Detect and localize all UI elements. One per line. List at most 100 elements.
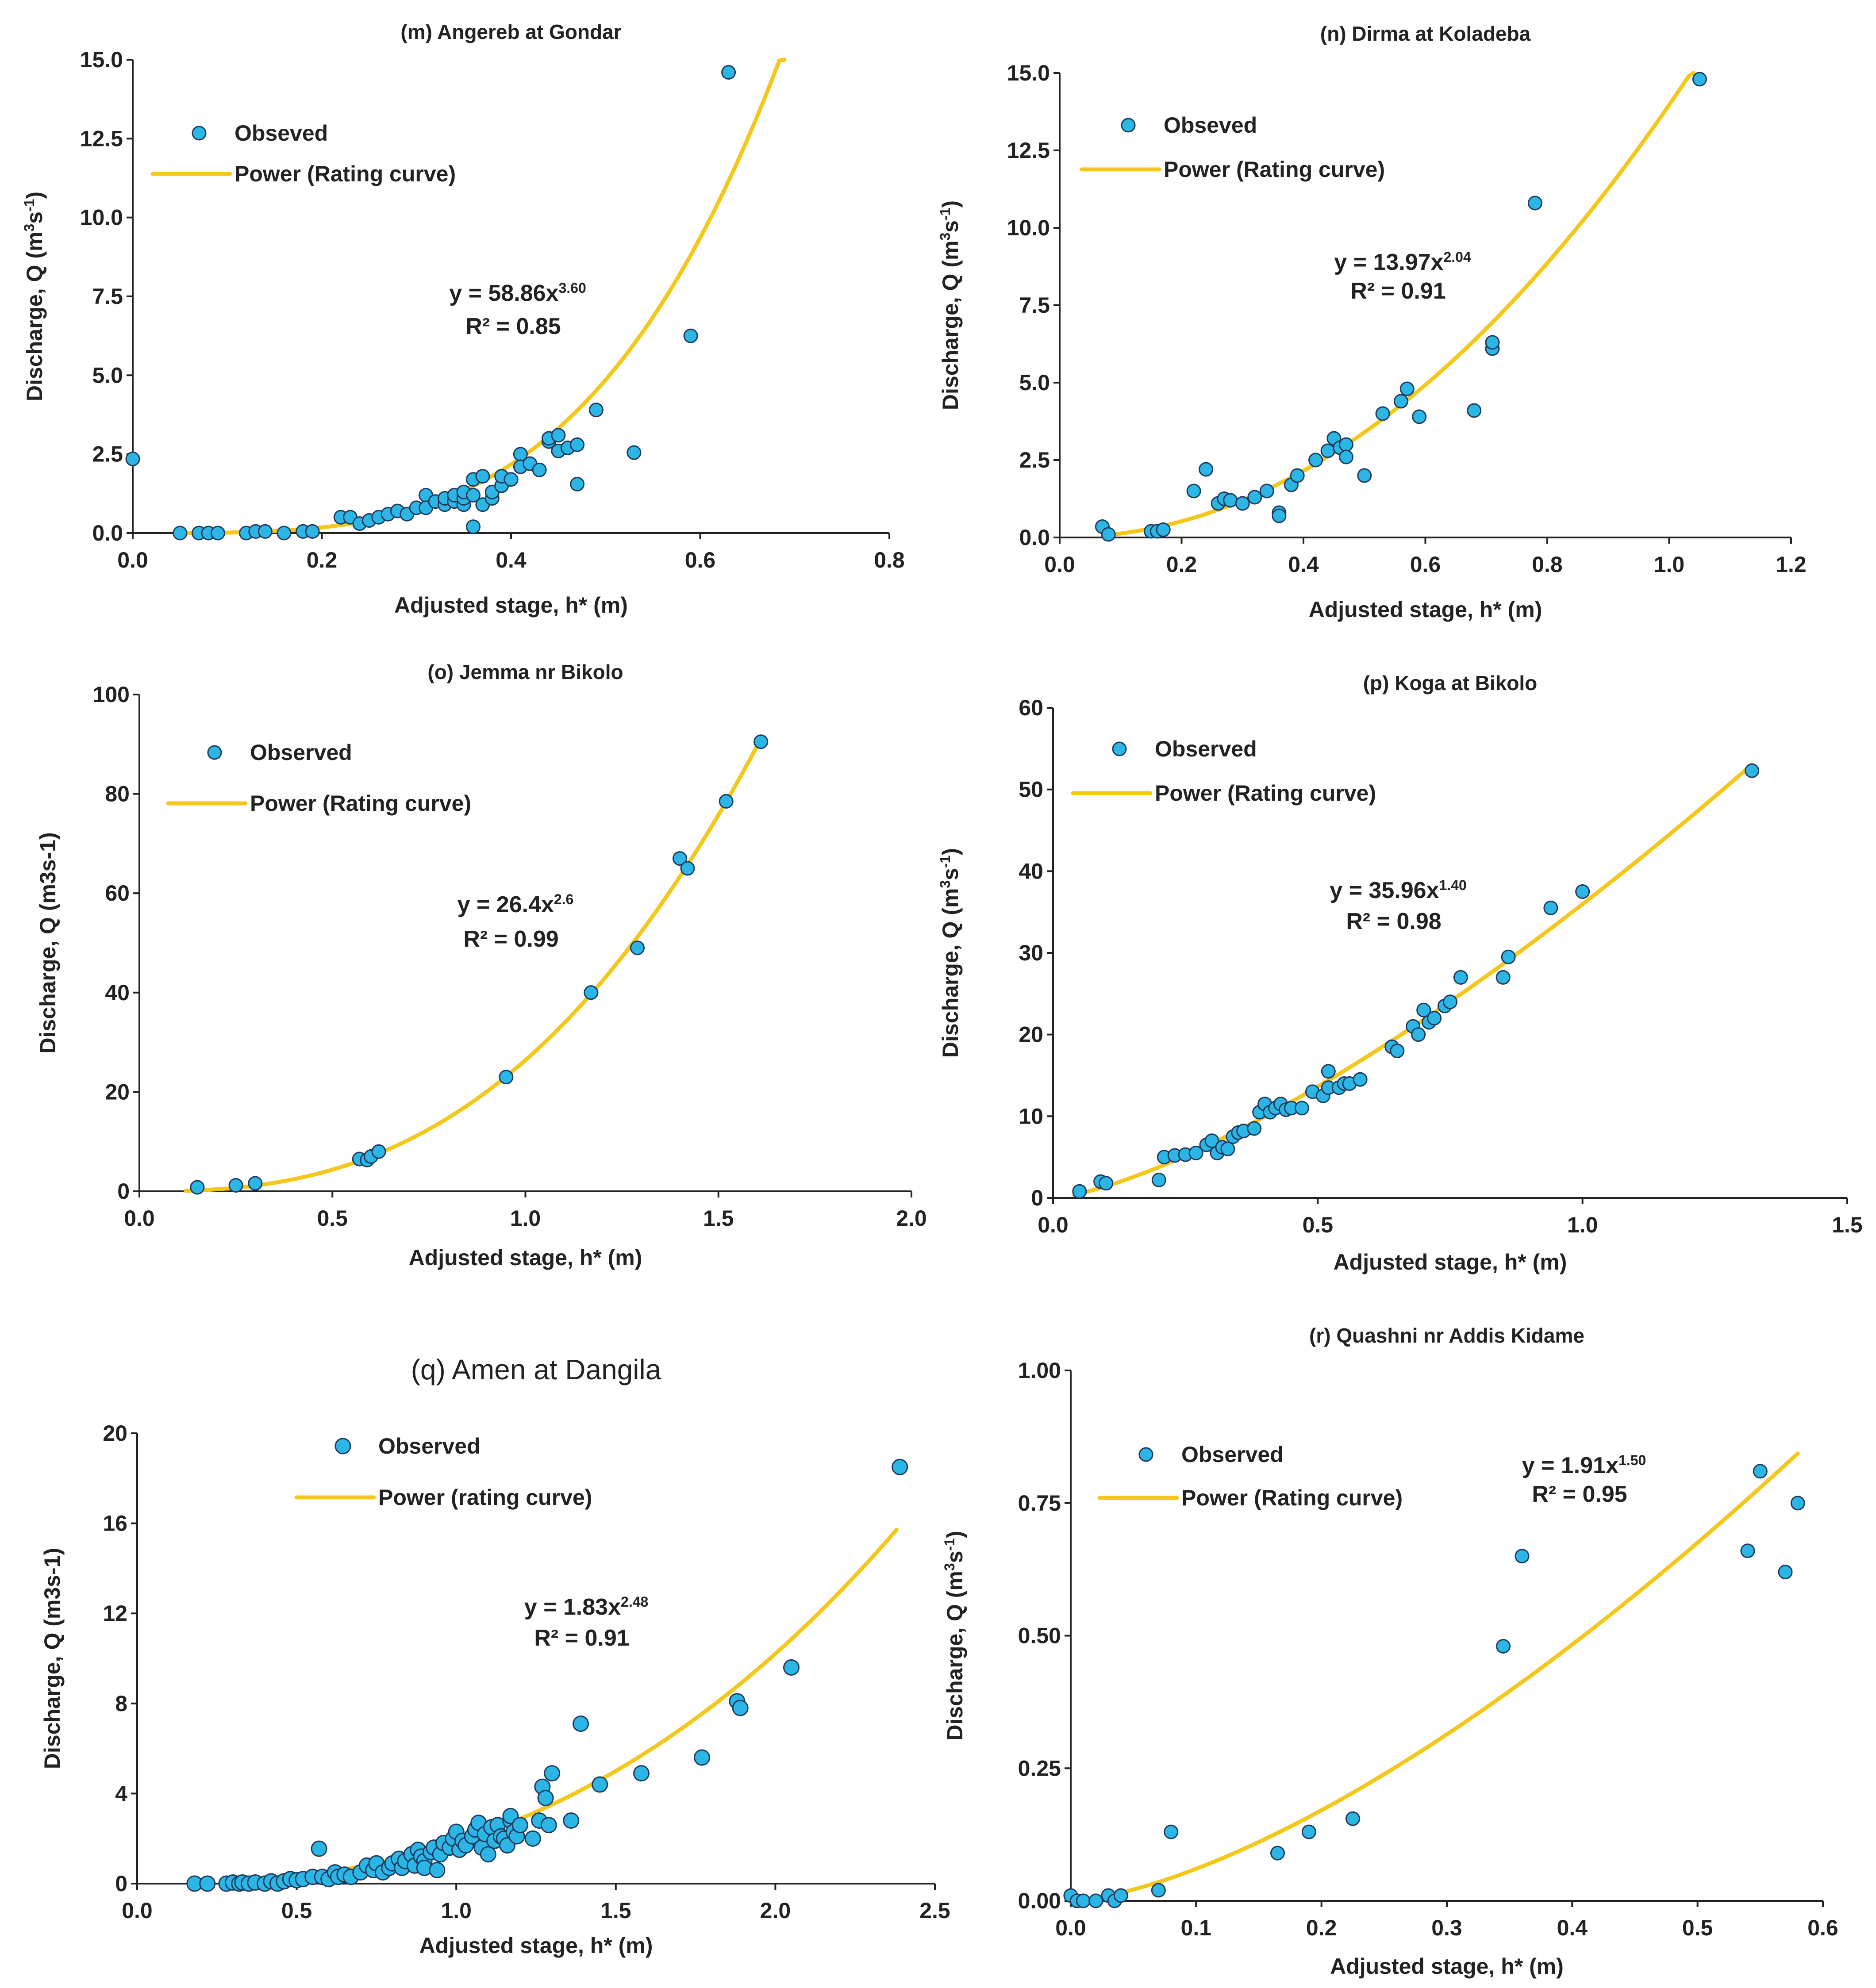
y-tick-label: 1.00 bbox=[1018, 1358, 1061, 1383]
observed-point bbox=[680, 861, 695, 876]
y-tick-label: 40 bbox=[1019, 859, 1043, 883]
y-tick-label: 12.5 bbox=[80, 126, 123, 151]
x-axis-label: Adjusted stage, h* (m) bbox=[409, 1245, 642, 1270]
observed-point bbox=[1745, 763, 1760, 778]
y-tick-label: 0.25 bbox=[1018, 1756, 1061, 1781]
x-tick-label: 0.2 bbox=[1306, 1915, 1337, 1940]
y-axis-label-main: Discharge, Q (m bbox=[22, 232, 47, 401]
x-tick-label: 1.0 bbox=[441, 1898, 472, 1923]
observed-point bbox=[1099, 1176, 1114, 1191]
observed-point bbox=[1199, 462, 1214, 477]
x-tick-label: 0.2 bbox=[1166, 552, 1197, 577]
observed-point bbox=[540, 1817, 557, 1834]
observed-point bbox=[499, 1070, 514, 1085]
fit-equation-exponent: 3.60 bbox=[558, 280, 586, 296]
x-tick-label: 0.1 bbox=[1181, 1915, 1212, 1940]
observed-point bbox=[783, 1659, 800, 1676]
observed-point bbox=[1390, 1044, 1405, 1059]
observed-point bbox=[627, 445, 642, 460]
observed-point bbox=[1235, 496, 1250, 511]
x-tick-label: 0.0 bbox=[1038, 1213, 1069, 1237]
observed-point bbox=[1151, 1883, 1166, 1898]
x-tick-label: 0.8 bbox=[1532, 552, 1563, 577]
y-tick-label: 0 bbox=[1031, 1186, 1043, 1210]
y-tick-label: 20 bbox=[1019, 1022, 1043, 1047]
y-tick-label: 15.0 bbox=[80, 47, 123, 72]
y-tick-label: 80 bbox=[105, 782, 130, 806]
fit-equation: y = 1.91x1.50 bbox=[1522, 1452, 1646, 1478]
observed-point bbox=[1247, 490, 1262, 505]
observed-point bbox=[1393, 394, 1408, 409]
observed-point bbox=[1416, 1002, 1431, 1017]
fit-equation-exponent: 2.48 bbox=[621, 1594, 648, 1610]
x-tick-label: 0.4 bbox=[1557, 1915, 1588, 1940]
fit-r-squared: R² = 0.91 bbox=[1350, 278, 1445, 304]
x-tick-label: 1.5 bbox=[600, 1898, 631, 1923]
rating-curve-line bbox=[224, 1527, 899, 1884]
observed-point bbox=[1308, 453, 1323, 468]
x-axis-label: Adjusted stage, h* (m) bbox=[394, 593, 628, 618]
observed-point bbox=[228, 1178, 243, 1193]
y-tick-label: 5.0 bbox=[92, 363, 123, 388]
y-axis-label: Discharge, Q (m3s-1) bbox=[937, 848, 963, 1058]
legend-fit-label: Power (Rating curve) bbox=[1164, 157, 1385, 182]
y-axis-label: Discharge, Q (m3s-1) bbox=[942, 1531, 967, 1740]
observed-point bbox=[429, 1862, 446, 1878]
y-axis-label-sup: 3 bbox=[937, 880, 953, 888]
y-tick-label: 30 bbox=[1019, 940, 1043, 965]
y-tick-label: 16 bbox=[103, 1511, 127, 1536]
y-tick-label: 100 bbox=[93, 682, 130, 707]
observed-point bbox=[1692, 72, 1707, 87]
observed-point bbox=[537, 1790, 554, 1807]
panel-title: (r) Quashni nr Addis Kidame bbox=[1309, 1324, 1584, 1347]
observed-point bbox=[1113, 1888, 1128, 1903]
observed-point bbox=[1188, 1145, 1203, 1160]
observed-point bbox=[524, 1830, 541, 1847]
observed-point bbox=[1338, 449, 1353, 464]
x-axis-label: Adjusted stage, h* (m) bbox=[1334, 1250, 1567, 1274]
panel-title: (n) Dirma at Koladeba bbox=[1320, 22, 1531, 45]
fit-r-squared: R² = 0.98 bbox=[1346, 909, 1441, 934]
y-axis-label-sup: 3 bbox=[937, 233, 953, 241]
rating-curve-line bbox=[1069, 1451, 1800, 1903]
y-tick-label: 4 bbox=[115, 1781, 127, 1806]
observed-point bbox=[199, 1875, 216, 1892]
panel-o: (o) Jemma nr Bikolo 0.0 0.5 1.0 1.5 2.0 0 20 40 6… bbox=[35, 660, 927, 1270]
panel-title: (p) Koga at Bikolo bbox=[1363, 672, 1538, 695]
fit-equation-exponent: 2.6 bbox=[554, 891, 573, 907]
y-axis-label-sup: -1 bbox=[937, 208, 953, 220]
y-tick-label: 0 bbox=[117, 1179, 130, 1204]
y-axis-label-main: Discharge, Q (m3s-1) bbox=[35, 832, 60, 1053]
observed-point bbox=[1753, 1464, 1768, 1479]
x-tick-label: 1.0 bbox=[1567, 1213, 1598, 1237]
y-axis-label-end: ) bbox=[938, 848, 963, 856]
y-axis-label-main: Discharge, Q (m bbox=[942, 1571, 967, 1740]
observed-point bbox=[1411, 1027, 1426, 1042]
observed-point bbox=[544, 1765, 561, 1782]
x-tick-label: 0.5 bbox=[1682, 1915, 1713, 1940]
y-axis-label-sup: -1 bbox=[937, 856, 953, 868]
y-tick-label: 15.0 bbox=[1007, 61, 1050, 85]
observed-point bbox=[248, 1176, 263, 1191]
x-tick-label: 0.4 bbox=[496, 548, 527, 572]
y-tick-label: 20 bbox=[105, 1079, 130, 1104]
observed-point bbox=[371, 1144, 386, 1159]
observed-point bbox=[721, 65, 736, 80]
fit-equation-base: y = 58.86x bbox=[449, 280, 558, 306]
observed-point bbox=[305, 524, 320, 539]
rating-curve-line bbox=[184, 737, 763, 1193]
rating-curve-line bbox=[1072, 763, 1754, 1197]
observed-point bbox=[1290, 468, 1305, 483]
observed-point bbox=[1272, 508, 1287, 523]
observed-point bbox=[1353, 1072, 1368, 1087]
x-tick-label: 1.5 bbox=[1832, 1213, 1863, 1237]
x-tick-label: 0.2 bbox=[307, 548, 338, 572]
observed-point bbox=[573, 1716, 589, 1732]
legend-observed-label: Obseved bbox=[1164, 113, 1257, 138]
x-tick-label: 0.8 bbox=[874, 548, 905, 572]
y-tick-label: 0.75 bbox=[1018, 1491, 1061, 1516]
observed-point bbox=[584, 985, 599, 1000]
legend-observed-marker bbox=[1138, 1447, 1153, 1462]
x-tick-label: 2.0 bbox=[760, 1898, 791, 1923]
